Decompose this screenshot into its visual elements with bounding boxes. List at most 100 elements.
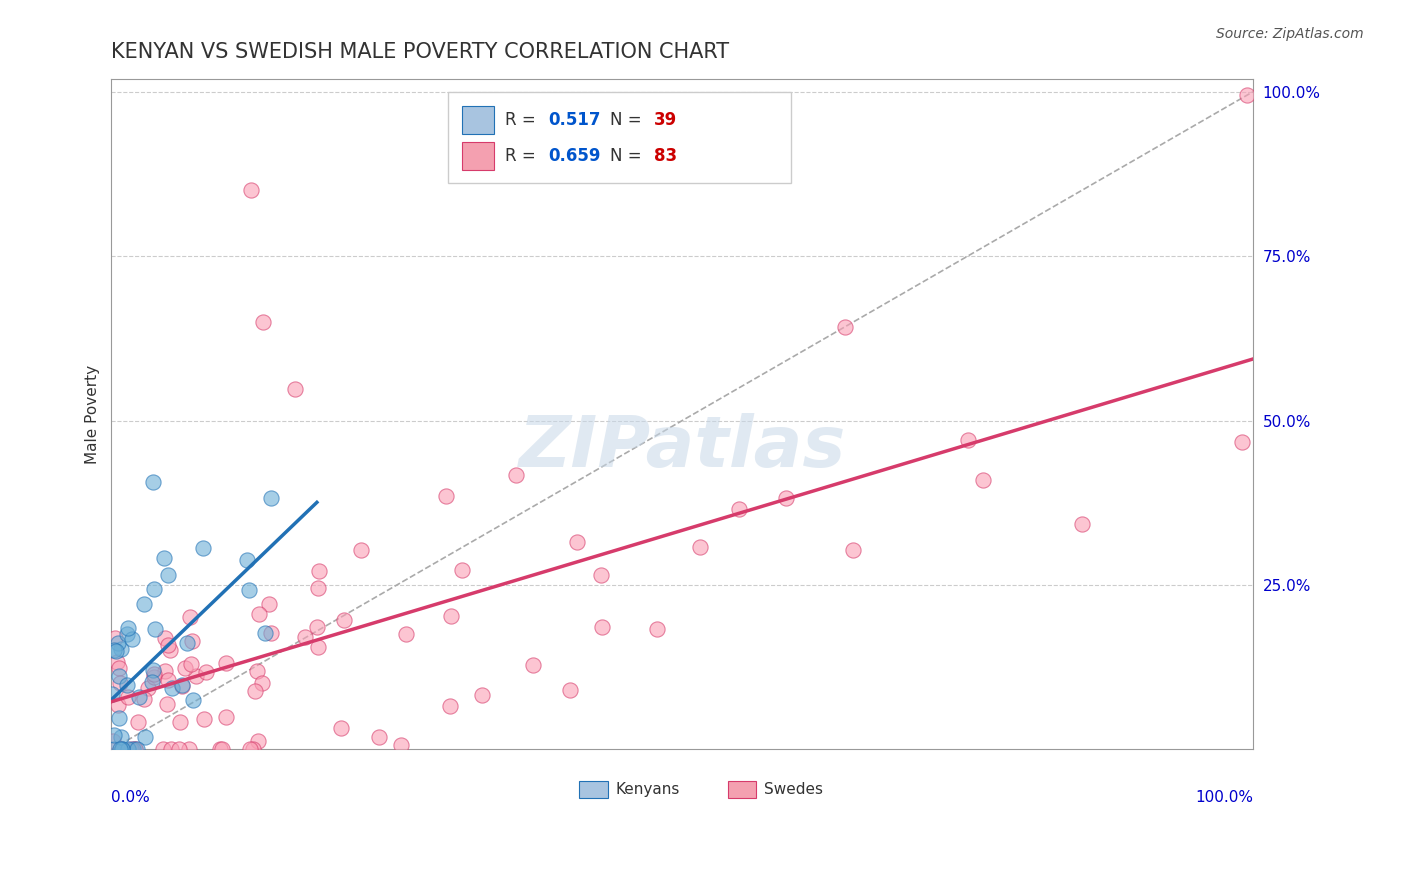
- FancyBboxPatch shape: [449, 92, 790, 183]
- Point: [215, 710, 238, 724]
- Point: [108, 661, 131, 675]
- Point: [152, 742, 174, 756]
- Point: [108, 742, 131, 756]
- Point: [103, 643, 125, 657]
- Point: [105, 644, 128, 658]
- Point: [565, 534, 588, 549]
- Point: [103, 742, 125, 756]
- Point: [107, 698, 129, 712]
- Point: [193, 712, 215, 726]
- Point: [108, 669, 131, 683]
- Text: KENYAN VS SWEDISH MALE POVERTY CORRELATION CHART: KENYAN VS SWEDISH MALE POVERTY CORRELATI…: [111, 42, 730, 62]
- Point: [170, 678, 193, 692]
- Point: [240, 183, 263, 197]
- Point: [134, 597, 156, 611]
- Point: [308, 565, 330, 579]
- Point: [105, 655, 128, 669]
- Point: [128, 690, 150, 704]
- Point: [834, 320, 856, 334]
- Point: [246, 664, 269, 678]
- Point: [260, 491, 283, 505]
- Point: [211, 742, 233, 756]
- Point: [645, 623, 668, 637]
- Point: [1070, 516, 1092, 531]
- Point: [108, 711, 131, 725]
- Point: [307, 582, 329, 596]
- Point: [395, 627, 418, 641]
- Point: [243, 684, 266, 698]
- Point: [108, 676, 131, 690]
- Y-axis label: Male Poverty: Male Poverty: [86, 365, 100, 464]
- Point: [389, 738, 412, 752]
- Point: [238, 582, 260, 597]
- Point: [350, 542, 373, 557]
- Point: [110, 742, 132, 756]
- Point: [250, 675, 273, 690]
- Text: 0.659: 0.659: [548, 147, 602, 165]
- Point: [169, 714, 191, 729]
- Point: [247, 607, 270, 621]
- Point: [236, 553, 259, 567]
- Point: [176, 636, 198, 650]
- Point: [159, 643, 181, 657]
- Text: ZIPatlas: ZIPatlas: [519, 413, 846, 482]
- Point: [124, 742, 146, 756]
- Point: [505, 468, 527, 483]
- Text: R =: R =: [505, 147, 541, 165]
- Point: [208, 742, 231, 756]
- Point: [329, 722, 352, 736]
- Point: [689, 540, 711, 554]
- Point: [284, 382, 307, 396]
- Point: [117, 621, 139, 635]
- Text: Source: ZipAtlas.com: Source: ZipAtlas.com: [1216, 27, 1364, 41]
- Point: [153, 551, 176, 566]
- Point: [115, 678, 138, 692]
- Point: [111, 742, 134, 756]
- Point: [254, 626, 277, 640]
- Text: 0.517: 0.517: [548, 112, 602, 129]
- Point: [156, 698, 179, 712]
- Point: [1236, 88, 1258, 103]
- Point: [305, 620, 328, 634]
- Point: [775, 491, 797, 506]
- Point: [121, 742, 143, 756]
- Point: [127, 742, 149, 756]
- Text: N =: N =: [610, 147, 647, 165]
- Point: [101, 734, 124, 748]
- Point: [368, 731, 391, 745]
- Point: [110, 641, 132, 656]
- Point: [260, 625, 283, 640]
- Text: 39: 39: [654, 112, 676, 129]
- Point: [142, 670, 165, 684]
- Point: [238, 742, 260, 756]
- Point: [117, 742, 139, 756]
- Point: [294, 630, 316, 644]
- Point: [153, 631, 176, 645]
- Point: [174, 661, 197, 675]
- Point: [110, 730, 132, 744]
- Point: [252, 315, 274, 329]
- Point: [242, 742, 264, 756]
- Point: [142, 475, 165, 489]
- Point: [153, 664, 176, 678]
- Point: [193, 541, 215, 556]
- Point: [167, 742, 190, 756]
- Point: [124, 742, 146, 756]
- Text: 0.0%: 0.0%: [111, 789, 150, 805]
- Point: [117, 690, 139, 705]
- Text: Kenyans: Kenyans: [616, 782, 681, 797]
- Point: [471, 688, 494, 702]
- Point: [450, 563, 472, 577]
- Point: [156, 568, 179, 582]
- Point: [440, 609, 463, 624]
- Point: [103, 728, 125, 742]
- Point: [111, 742, 134, 756]
- Point: [160, 681, 183, 696]
- Point: [142, 667, 165, 681]
- Point: [247, 733, 270, 747]
- Point: [157, 673, 180, 687]
- Point: [181, 693, 204, 707]
- FancyBboxPatch shape: [463, 106, 494, 135]
- Point: [439, 699, 461, 714]
- Point: [160, 742, 183, 756]
